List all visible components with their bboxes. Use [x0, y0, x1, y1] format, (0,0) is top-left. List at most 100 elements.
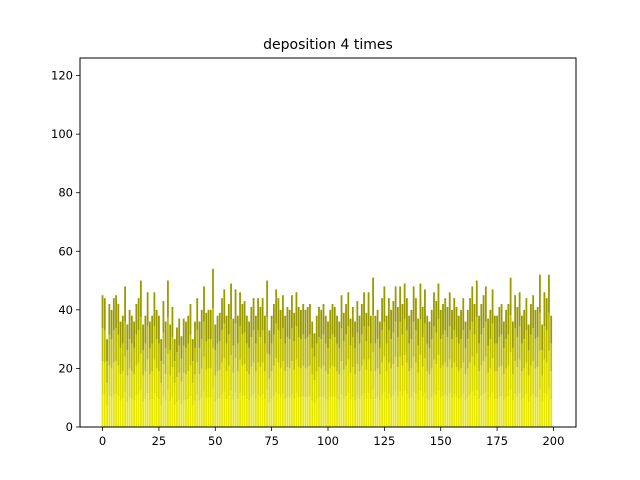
bar-79 — [279, 309, 282, 427]
bar-segment — [252, 298, 255, 331]
bar-segment — [408, 315, 411, 344]
bar-segment — [212, 347, 214, 388]
bar-segment — [216, 399, 219, 427]
bar-segment — [426, 399, 429, 427]
bar-segment — [293, 341, 296, 370]
bar-segment — [498, 336, 501, 367]
bar-segment — [331, 304, 334, 335]
bar-segment — [216, 315, 219, 344]
bar-49 — [212, 268, 214, 427]
bar-segment — [286, 336, 289, 367]
bar-segment — [349, 318, 352, 346]
chart-title: deposition 4 times — [263, 37, 393, 53]
bar-segment — [500, 365, 503, 397]
bar-segment — [241, 365, 244, 397]
bar-segment — [153, 359, 156, 394]
bar-51 — [216, 315, 219, 427]
bar-segment — [548, 274, 550, 313]
bar-segment — [550, 343, 553, 372]
bar-segment — [406, 362, 408, 395]
bar-segment — [464, 374, 467, 401]
bar-segment — [360, 365, 363, 397]
bar-62 — [241, 304, 244, 427]
bar-segment — [275, 358, 278, 393]
bar-123 — [378, 321, 381, 427]
bar-segment — [455, 336, 458, 367]
bar-segment — [315, 399, 318, 427]
bar-50 — [214, 324, 217, 428]
bar-segment — [198, 321, 201, 348]
bar-segment — [133, 374, 136, 401]
bar-3 — [108, 304, 111, 427]
bar-segment — [403, 283, 406, 320]
bar-segment — [539, 312, 541, 351]
bar-138 — [412, 286, 415, 427]
bar-segment — [270, 399, 273, 427]
bar-segment — [288, 309, 291, 340]
bar-segment — [282, 328, 284, 362]
bar-segment — [367, 292, 370, 326]
bar-168 — [480, 304, 483, 427]
bar-segment — [250, 306, 253, 337]
bar-97 — [320, 309, 323, 427]
bar-segment — [214, 401, 217, 428]
bar-148 — [435, 301, 438, 427]
bar-126 — [385, 315, 388, 427]
bar-segment — [232, 399, 235, 427]
bar-68 — [254, 315, 257, 427]
bar-segment — [322, 334, 325, 366]
bar-segment — [218, 398, 221, 427]
bar-segment — [124, 321, 126, 357]
bar-segment — [367, 393, 370, 427]
y-tick-label: 0 — [66, 420, 73, 434]
bar-segment — [331, 334, 334, 366]
bar-segment — [541, 401, 544, 428]
bar-segment — [227, 334, 230, 366]
bar-27 — [162, 301, 165, 427]
bar-segment — [437, 283, 440, 320]
bar-segment — [309, 396, 311, 427]
bar-122 — [376, 309, 379, 427]
bar-segment — [550, 371, 553, 400]
bar-segment — [347, 325, 350, 360]
bar-segment — [505, 309, 508, 340]
bar-segment — [516, 396, 519, 427]
bar-39 — [189, 304, 192, 427]
bar-segment — [543, 325, 546, 360]
x-tick-label: 150 — [430, 434, 452, 448]
bar-154 — [448, 292, 451, 427]
bar-74 — [268, 330, 271, 427]
bar-42 — [196, 298, 199, 427]
bar-segment — [336, 343, 338, 372]
bar-segment — [471, 391, 474, 427]
bar-segment — [484, 391, 487, 427]
bar-segment — [536, 336, 539, 367]
bar-117 — [365, 312, 368, 427]
bar-segment — [387, 394, 390, 427]
bar-segment — [300, 397, 302, 427]
bar-196 — [543, 292, 546, 427]
bar-segment — [270, 315, 273, 344]
bar-segment — [126, 350, 129, 376]
bar-segment — [205, 398, 208, 427]
bar-segment — [300, 309, 302, 340]
bar-segment — [139, 317, 142, 354]
bar-segment — [189, 334, 192, 366]
bar-segment — [527, 350, 530, 376]
bar-16 — [137, 298, 140, 427]
bar-segment — [185, 400, 187, 427]
bar-segment — [155, 309, 158, 340]
bar-segment — [171, 336, 174, 367]
bar-segment — [408, 371, 411, 400]
x-tick-label: 125 — [373, 434, 395, 448]
bar-segment — [257, 394, 260, 427]
y-tick-label: 60 — [58, 244, 73, 258]
bar-segment — [514, 361, 517, 395]
bar-segment — [327, 321, 329, 348]
bar-segment — [518, 393, 521, 427]
bar-segment — [259, 366, 262, 397]
bar-segment — [509, 277, 512, 315]
bar-segment — [518, 292, 521, 326]
bar-129 — [392, 301, 395, 427]
bar-segment — [173, 361, 176, 384]
